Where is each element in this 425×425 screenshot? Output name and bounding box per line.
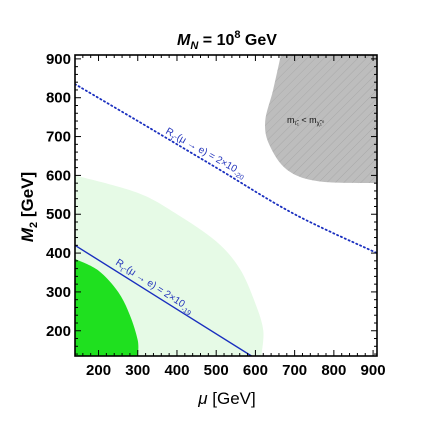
x-tick-label: 600: [243, 362, 268, 379]
x-tick-label: 500: [204, 362, 229, 379]
curves-layer: [75, 83, 377, 356]
green-region: [75, 258, 139, 356]
y-tick-label: 200: [46, 323, 71, 340]
x-tick-label: 700: [282, 362, 307, 379]
y-tick-label: 800: [46, 90, 71, 107]
solid-curve: [75, 244, 252, 356]
axis-ticks: 200 300 400 500 600 700 800 900 200 300 400 500 600 7…: [46, 51, 386, 379]
x-tick-label: 400: [164, 362, 189, 379]
chart-title: MN = 108 GeV: [177, 29, 277, 52]
x-axis-label: μ [GeV]: [197, 389, 256, 408]
regions-layer: [75, 55, 377, 356]
gray-region: [265, 55, 377, 184]
y-axis-label: M2 [GeV]: [18, 172, 40, 242]
y-tick-label: 900: [46, 51, 71, 68]
y-tick-label: 400: [46, 245, 71, 262]
x-tick-label: 200: [86, 362, 111, 379]
y-tick-label: 300: [46, 284, 71, 301]
y-tick-label: 600: [46, 167, 71, 184]
dotted-curve: [75, 83, 377, 254]
x-tick-label: 900: [361, 362, 386, 379]
x-tick-label: 300: [125, 362, 150, 379]
y-tick-label: 500: [46, 206, 71, 223]
gray-region-label: mτ̃₁ < mχ̃₁⁰: [287, 115, 325, 127]
y-tick-label: 700: [46, 129, 71, 146]
plot-frame: [74, 54, 378, 357]
x-tick-label: 800: [321, 362, 346, 379]
dotted-curve-label: Rτ̃ (μ → e) = 2×10-20: [163, 126, 248, 182]
